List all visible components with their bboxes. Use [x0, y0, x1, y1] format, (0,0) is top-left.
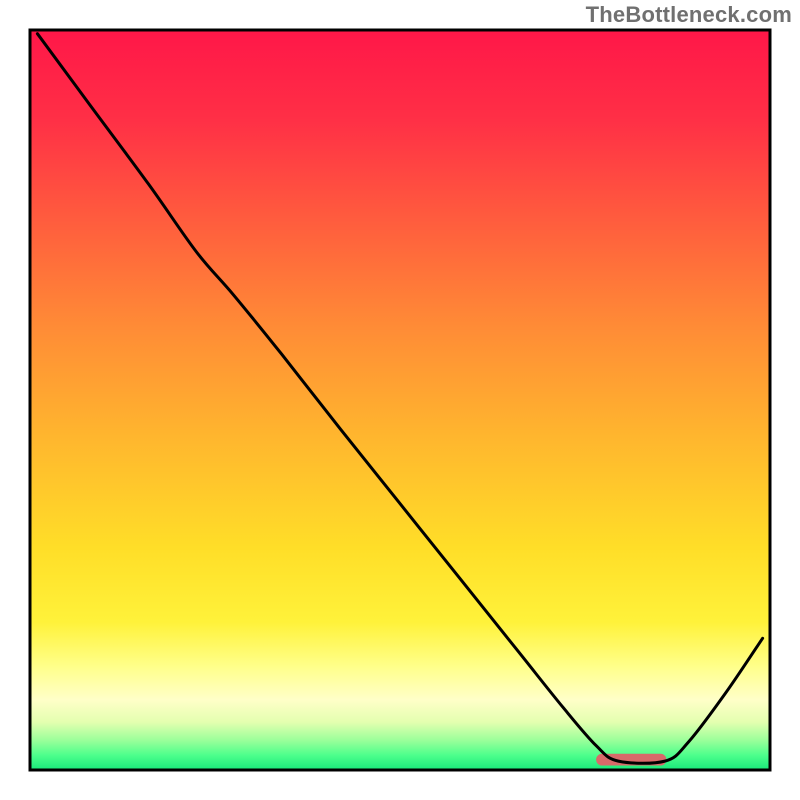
chart-gradient-fill [30, 30, 770, 770]
bottleneck-chart [0, 0, 800, 800]
